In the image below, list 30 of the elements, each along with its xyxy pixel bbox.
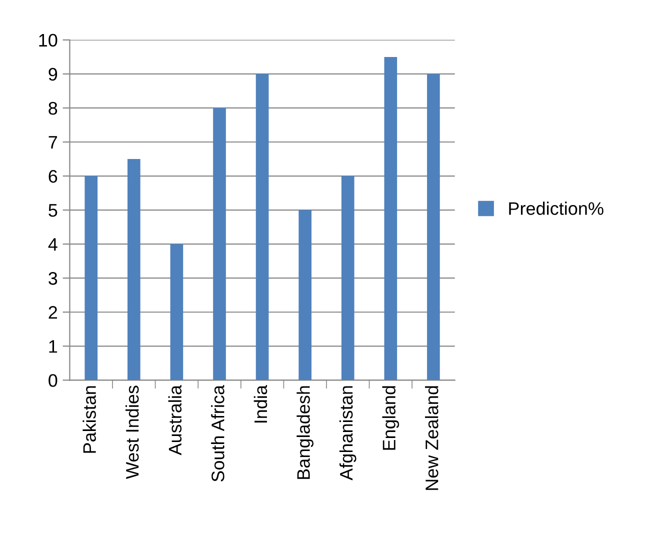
- x-tick-label: West Indies: [125, 386, 139, 479]
- y-tick-label: 7: [48, 136, 58, 149]
- y-tick-label: 4: [48, 238, 58, 251]
- bar: [84, 176, 98, 380]
- x-tick-label: England: [382, 386, 400, 450]
- y-tick-label: 5: [48, 204, 58, 217]
- bar: [298, 210, 312, 380]
- bar: [341, 176, 354, 380]
- x-tick-label: New Zealand: [425, 386, 438, 490]
- x-tick-label: Afghanistan: [339, 386, 356, 480]
- y-tick-label: 8: [48, 102, 58, 115]
- x-tick-label: Australia: [168, 385, 182, 456]
- bar: [170, 244, 184, 380]
- bar: [127, 159, 140, 380]
- bar: [213, 108, 226, 380]
- legend-label: Prediction%: [509, 202, 604, 215]
- y-tick-label: 9: [48, 68, 58, 81]
- x-tick-label: South Africa: [211, 385, 224, 482]
- y-tick-label: 0: [48, 374, 58, 387]
- x-tick-label: Bangladesh: [296, 386, 314, 479]
- y-tick-label: 3: [48, 272, 58, 285]
- y-tick-label: 2: [48, 306, 58, 319]
- y-tick-label: 10: [39, 34, 58, 47]
- bar: [427, 74, 440, 380]
- bar: [256, 74, 269, 380]
- x-tick-label: India: [254, 385, 268, 423]
- y-tick-label: 6: [48, 170, 58, 183]
- y-tick-label: 1: [49, 340, 58, 353]
- x-tick-label: Pakistan: [82, 386, 96, 453]
- bar: [384, 56, 398, 380]
